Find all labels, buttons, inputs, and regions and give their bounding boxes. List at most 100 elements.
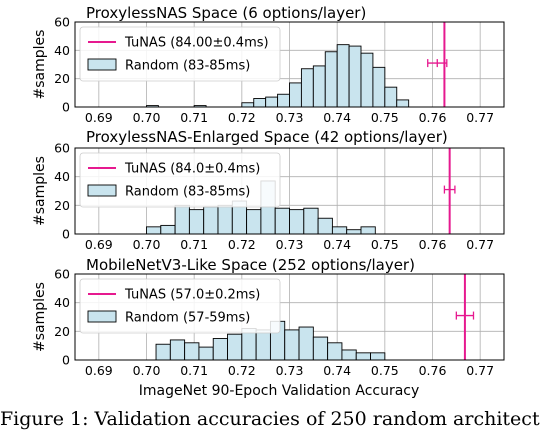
panel-3-legend-random-label: Random (57-59ms) [125, 311, 250, 326]
panel-2-x-tick-label: 0.73 [276, 237, 304, 252]
panel-1-x-tick-label: 0.71 [180, 110, 208, 125]
panel-1-legend-random-label: Random (83-85ms) [125, 59, 250, 74]
panel-3-y-tick-label: 60 [54, 267, 70, 282]
panel-3-axes-frame [74, 273, 505, 361]
panel-3-histogram-bar [327, 342, 343, 361]
panel-3-histogram-bar [155, 343, 171, 361]
panel-2-y-tick-label: 60 [54, 141, 70, 156]
panel-1-y-axis-label: #samples [32, 30, 48, 100]
panel-3-x-tick-label: 0.70 [133, 363, 161, 378]
panel-1-x-tick-label: 0.77 [466, 110, 494, 125]
panel-3-x-tick-label: 0.71 [180, 363, 208, 378]
panel-2-y-tick-label: 20 [54, 198, 70, 213]
panel-3-x-tick-label: 0.76 [419, 363, 447, 378]
panel-1-histogram-bar [324, 51, 338, 108]
panel-2-title: ProxylessNAS-Enlarged Space (42 options/… [86, 128, 448, 146]
panel-2-histogram-bar [303, 207, 319, 235]
panel-2-x-tick-label: 0.77 [466, 237, 494, 252]
panel-1-histogram-bar [277, 93, 290, 108]
panel-3-x-tick-label: 0.75 [371, 363, 399, 378]
panel-3-legend-tunas-label: TuNAS (57.0±0.2ms) [124, 288, 260, 303]
panel-1-histogram-bar [253, 98, 267, 108]
figure-caption: Figure 1: Validation accuracies of 250 r… [0, 408, 540, 430]
panel-3-histogram-bar [298, 326, 314, 361]
panel-1-title: ProxylessNAS Space (6 options/layer) [86, 4, 366, 22]
panel-1-histogram-bar [384, 86, 398, 108]
panel-1-y-tick-label: 40 [54, 43, 70, 58]
panel-1-x-tick-label: 0.69 [85, 110, 113, 125]
panel-2-histogram-bar [217, 204, 233, 235]
panel-1-histogram-bar [312, 65, 326, 108]
panel-1: ProxylessNAS Space (6 options/layer) 0 20… [32, 4, 505, 125]
panel-1-x-tick-label: 0.73 [276, 110, 304, 125]
panel-1-histogram-bar [336, 44, 350, 108]
panel-2-axes-frame [74, 147, 505, 235]
panel-2-histogram-bar [146, 226, 162, 235]
panel-1-histogram-bar [348, 45, 362, 108]
panel-1-histogram-bar [396, 99, 410, 108]
panel-1-histogram-bar [360, 52, 374, 108]
panel-2-x-tick-label: 0.72 [228, 237, 256, 252]
panel-1-y-tick-label: 20 [54, 71, 70, 86]
panel-3-legend-random-swatch [87, 310, 117, 323]
panel-3: MobileNetV3-Like Space (252 options/laye… [32, 256, 505, 378]
panel-3-histogram-bar [184, 342, 200, 361]
panel-1-histogram-bar [241, 102, 255, 108]
panel-3-histogram-bar [255, 329, 271, 361]
panel-3-y-tick-label: 20 [54, 324, 70, 339]
panel-3-histogram-bar [312, 336, 329, 361]
panel-2-histogram-bar [174, 204, 190, 235]
panel-1-histogram-bar [289, 82, 302, 108]
panel-1-x-tick-label: 0.70 [133, 110, 161, 125]
panel-3-x-tick-label: 0.69 [85, 363, 113, 378]
panel-2-x-tick-label: 0.70 [133, 237, 161, 252]
panel-1-x-tick-label: 0.75 [371, 110, 399, 125]
panel-3-histogram-bar [198, 346, 214, 361]
panel-1-axes-frame [74, 21, 505, 108]
panel-2-y-axis-label: #samples [32, 156, 48, 226]
panel-3-x-tick-label: 0.72 [228, 363, 256, 378]
panel-3-x-tick-label: 0.74 [323, 363, 351, 378]
panel-2-histogram-bar [360, 226, 376, 235]
panel-3-legend-box [79, 278, 281, 334]
panel-3-histogram-bar [370, 352, 386, 361]
panel-2-histogram-bar [274, 207, 290, 235]
panel-2-histogram-bar [289, 209, 305, 235]
panel-2: ProxylessNAS-Enlarged Space (42 options/… [32, 128, 505, 252]
panel-1-legend-random-swatch [87, 58, 117, 71]
panel-3-y-axis-label: #samples [32, 282, 48, 352]
panel-1-x-tick-label: 0.72 [228, 110, 256, 125]
panel-2-histogram-bar [317, 217, 333, 235]
panel-3-histogram-bar [355, 352, 371, 361]
panel-1-histogram-bar [265, 96, 279, 108]
panel-2-x-tick-label: 0.76 [419, 237, 447, 252]
panel-2-legend-tunas-label: TuNAS (84.0±0.4ms) [124, 162, 260, 177]
x-axis-label: ImageNet 90-Epoch Validation Accuracy [139, 383, 420, 399]
panel-1-x-tick-label: 0.76 [419, 110, 447, 125]
panel-3-histogram-bar [212, 338, 228, 361]
panel-1-y-tick-label: 0 [62, 100, 70, 115]
figure: ProxylessNAS Space (6 options/layer) 0 20… [32, 4, 505, 399]
panel-2-histogram-bar [246, 209, 262, 235]
panel-2-x-tick-label: 0.71 [180, 237, 208, 252]
panel-1-legend-tunas-label: TuNAS (84.00±0.4ms) [124, 36, 269, 51]
panel-3-x-tick-label: 0.73 [276, 363, 304, 378]
panel-2-x-tick-label: 0.69 [85, 237, 113, 252]
panel-3-y-tick-label: 40 [54, 295, 70, 310]
panel-3-histogram-bar [284, 329, 300, 361]
panel-2-legend-box [79, 152, 281, 208]
panel-2-legend-random-swatch [87, 184, 117, 197]
panel-1-histogram-bar [300, 68, 314, 108]
panel-3-x-tick-label: 0.77 [466, 363, 494, 378]
panel-2-x-tick-label: 0.75 [371, 237, 399, 252]
panel-2-histogram-bar [331, 226, 348, 235]
panel-3-y-tick-label: 0 [62, 353, 70, 368]
panel-2-histogram-bar [203, 206, 219, 235]
panel-1-legend-box [79, 26, 281, 82]
panel-2-histogram-bar [160, 224, 176, 235]
panel-3-histogram-bar [169, 339, 186, 361]
panel-2-histogram-bar [188, 209, 205, 235]
panel-2-y-tick-label: 0 [62, 227, 70, 242]
panel-2-histogram-bar [346, 229, 362, 235]
panel-1-histogram-bar [372, 66, 386, 108]
